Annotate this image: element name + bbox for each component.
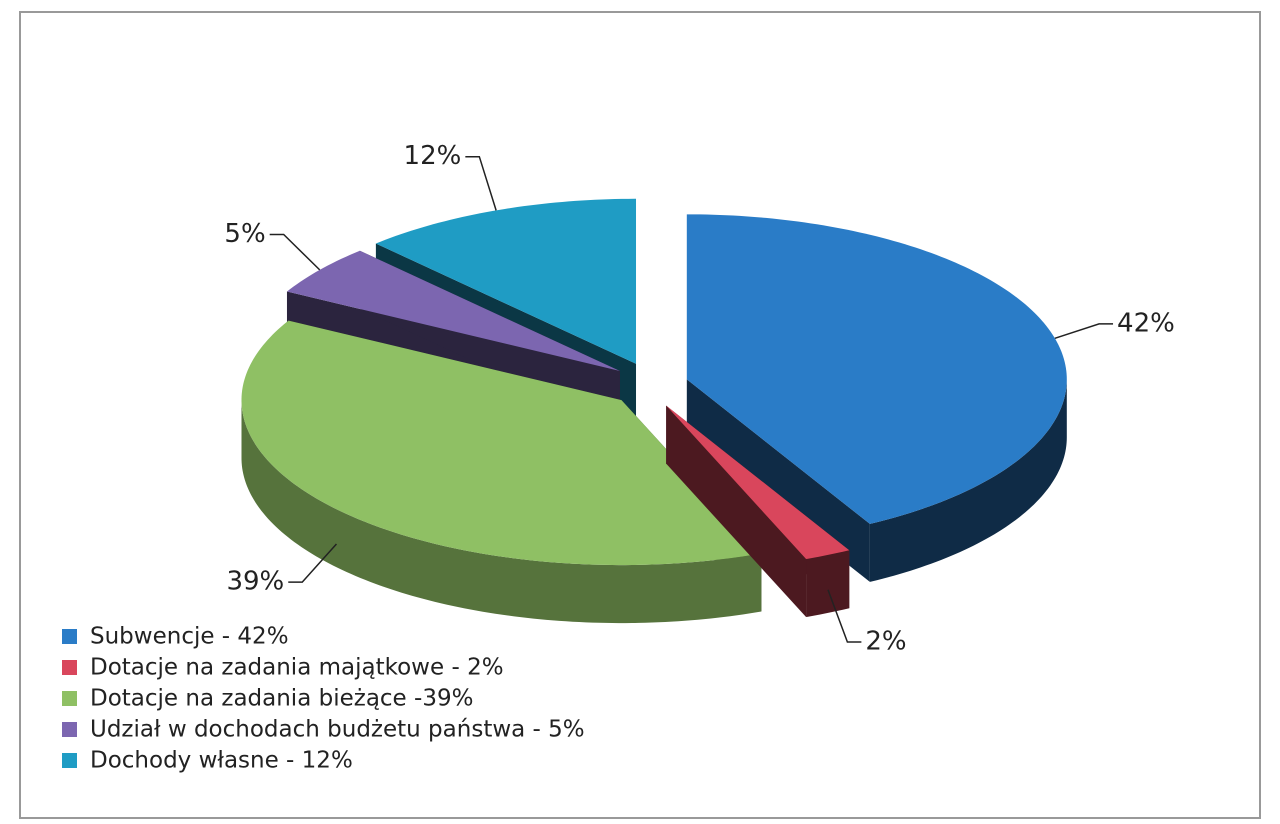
slice — [241, 320, 762, 566]
slice — [375, 198, 637, 364]
legend-swatch — [62, 722, 77, 737]
slice-side — [869, 379, 1067, 582]
legend-label: Udział w dochodach budżetu państwa - 5% — [90, 717, 585, 743]
data-label: 12% — [404, 141, 462, 171]
data-label: 2% — [865, 626, 906, 656]
slice-side — [806, 550, 850, 618]
slice-wall — [666, 405, 807, 618]
leader-line — [288, 543, 338, 583]
legend-swatch — [62, 629, 77, 644]
leader-line — [269, 233, 321, 271]
slice-side — [241, 400, 762, 624]
legend-label: Subwencje - 42% — [90, 624, 289, 650]
legend-label: Dotacje na zadania bieżące -39% — [90, 686, 473, 712]
legend-label: Dotacje na zadania majątkowe - 2% — [90, 655, 504, 681]
legend: Subwencje - 42% Dotacje na zadania majątk… — [62, 624, 585, 774]
slice — [286, 250, 620, 372]
legend-label: Dochody własne - 12% — [90, 748, 353, 774]
leader-line — [1054, 323, 1114, 340]
slice — [666, 405, 850, 560]
data-label: 39% — [226, 567, 284, 597]
data-label: 5% — [224, 219, 265, 249]
leader-line — [465, 155, 497, 211]
slice — [686, 214, 1067, 524]
leader-line — [827, 589, 862, 643]
data-label: 42% — [1117, 308, 1175, 338]
legend-swatch — [62, 753, 77, 768]
legend-swatch — [62, 660, 77, 675]
legend-swatch — [62, 691, 77, 706]
pie: 42% 2% 39% 5% 12% — [224, 141, 1174, 656]
